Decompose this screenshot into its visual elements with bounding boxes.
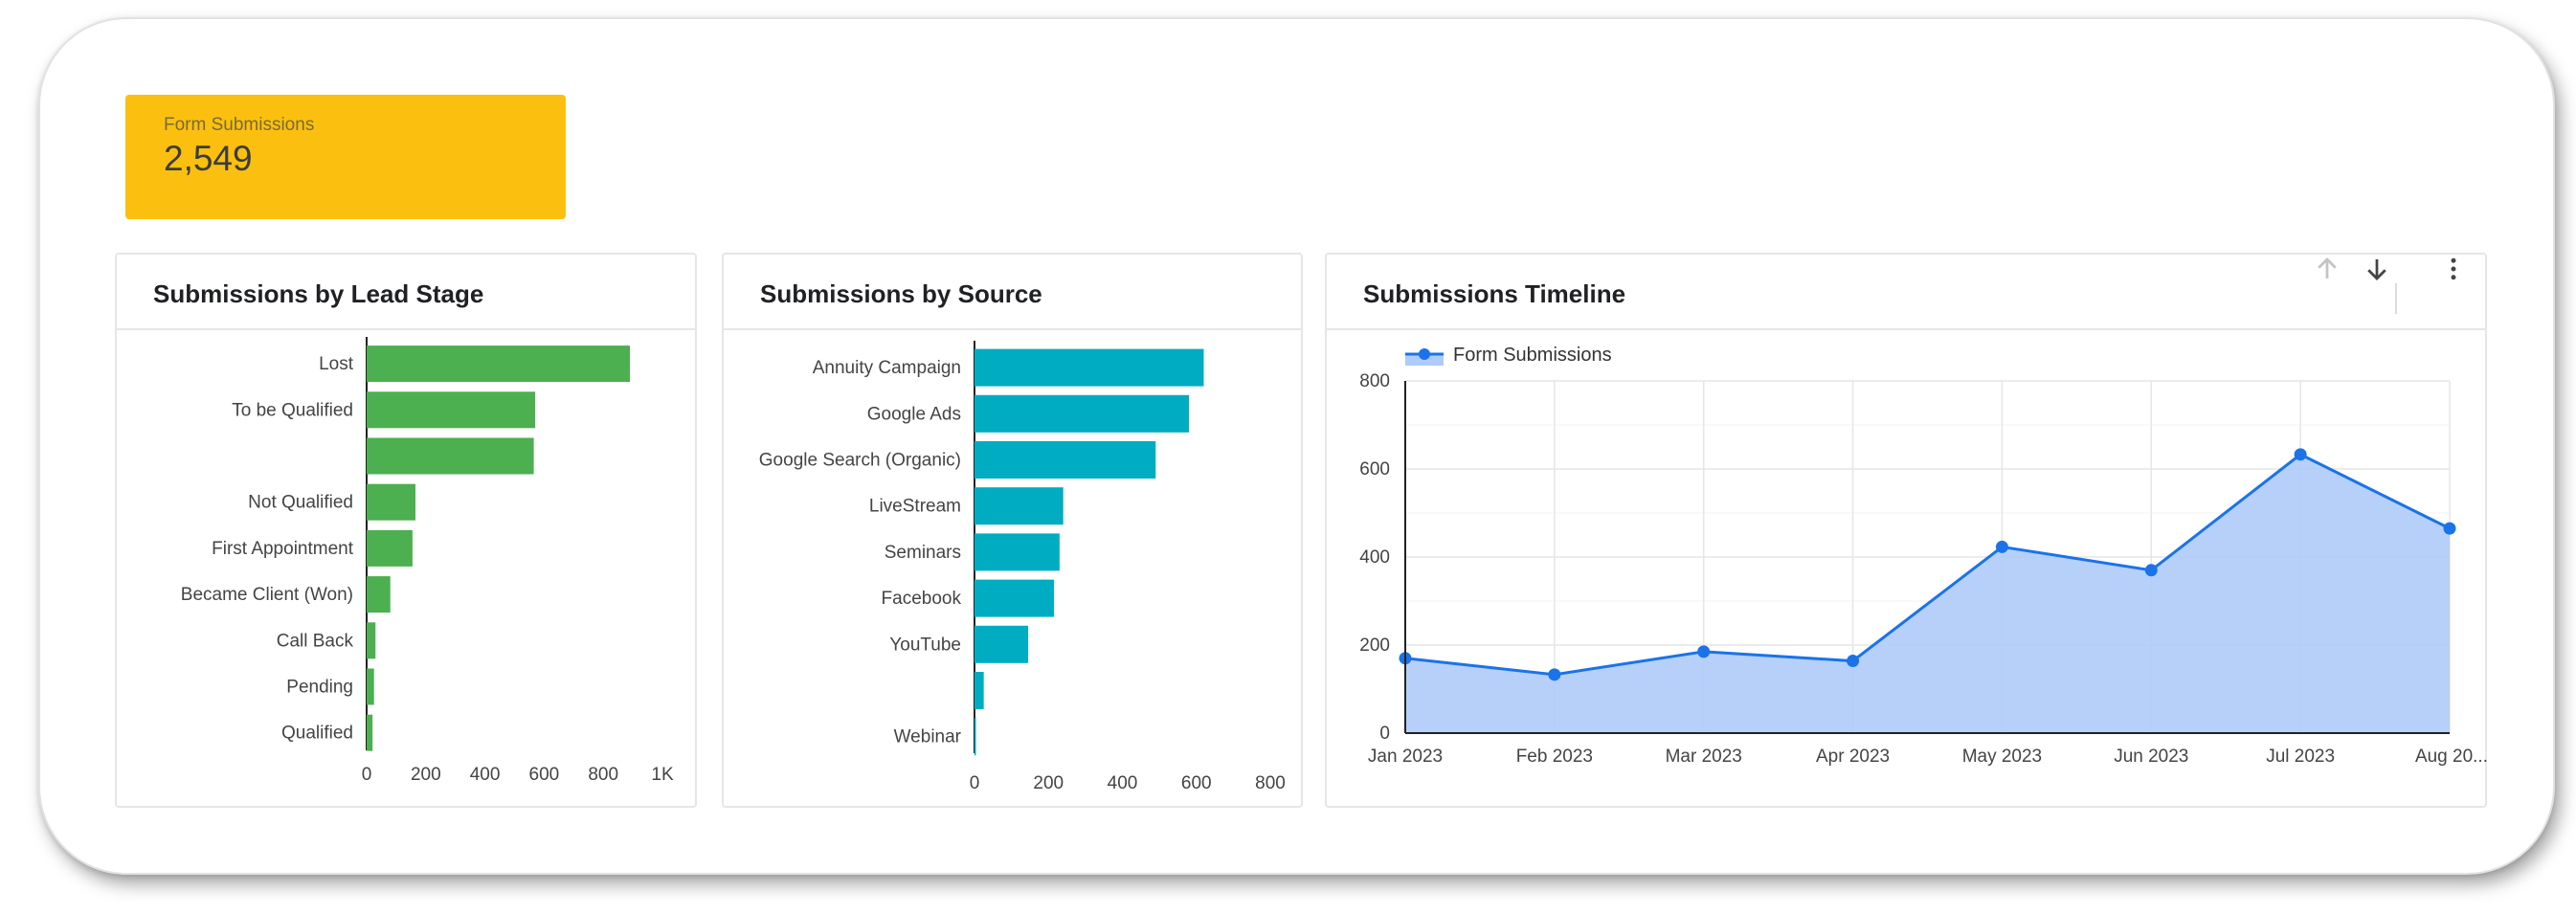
card-header: Submissions by Lead Stage [117,255,695,330]
lead-stage-bar-chart: Lost To be Qualified Not Qualified First Ap… [181,337,674,785]
data-point [1548,668,1561,681]
category-label: Pending [286,678,353,698]
x-tick-label: 400 [1108,773,1138,793]
category-label: Became Client (Won) [181,585,353,605]
x-tick-label: Jan 2023 [1368,747,1443,767]
legend-marker [1419,348,1430,360]
card-header: Submissions Timeline [1327,255,2485,330]
kpi-value: 2,549 [164,139,253,178]
x-tick-label: Aug 20... [2415,747,2488,767]
x-tick-label: Mar 2023 [1666,747,1742,767]
legend-label: Form Submissions [1453,345,1612,366]
x-tick-label: May 2023 [1962,747,2042,767]
x-tick-label: Feb 2023 [1516,747,1593,767]
category-label: First Appointment [212,539,354,559]
category-label: Facebook [882,589,962,609]
toolbar-divider [2395,283,2397,314]
bar [974,672,984,709]
y-tick-label: 800 [1359,371,1390,391]
x-tick-label: 0 [970,773,980,793]
card-title: Submissions by Lead Stage [153,279,484,308]
timeline-card[interactable]: Submissions Timeline 0 200 400 600 800 Jan 20… [1325,253,2488,808]
kpi-label: Form Submissions [164,115,315,135]
more-vert-icon[interactable] [2439,255,2468,283]
x-tick-label: Apr 2023 [1816,747,1890,767]
category-label: Call Back [277,631,354,651]
x-tick-label: 0 [362,765,372,785]
bar [367,576,391,613]
bar [974,487,1064,525]
category-label: Not Qualified [248,493,353,513]
x-tick-label: 200 [411,765,441,785]
bar [974,579,1055,617]
bar [974,718,976,756]
source-card[interactable]: Submissions by Source Annuity Campaign Go… [722,253,1303,808]
bar [367,346,631,383]
bar [367,529,413,567]
x-tick-label: 800 [1255,773,1286,793]
card-title: Submissions by Source [760,279,1042,308]
arrow-down-icon[interactable] [2363,255,2391,283]
category-label: YouTube [889,635,961,655]
bar [974,441,1156,479]
category-label: Lost [319,354,354,374]
bar [974,394,1190,433]
bar [367,437,534,475]
x-tick-label: 800 [588,765,618,785]
x-tick-label: Jun 2023 [2114,747,2188,767]
card-header: Submissions by Source [724,255,1301,330]
category-label: Webinar [894,727,962,747]
bar [974,625,1029,663]
bar [367,391,536,429]
data-point [1697,645,1711,658]
data-point [2144,564,2158,577]
category-label: LiveStream [869,497,961,517]
x-tick-label: 600 [529,765,560,785]
source-bar-chart: Annuity Campaign Google Ads Google Search … [759,341,1286,793]
series-line [1404,453,2451,677]
x-tick-label: 200 [1033,773,1064,793]
x-tick-label: Jul 2023 [2266,747,2335,767]
category-label: Google Search (Organic) [759,451,961,471]
y-tick-label: 600 [1359,459,1390,479]
kpi-scorecard[interactable]: Form Submissions 2,549 [125,95,566,219]
bar [974,348,1204,387]
data-point [2294,448,2307,461]
arrow-up-icon[interactable] [2313,255,2341,283]
area-fill [1405,454,2450,733]
category-label: Seminars [885,543,961,563]
bar [367,622,376,659]
category-label: To be Qualified [232,400,353,420]
lead-stage-card[interactable]: Submissions by Lead Stage Lost To be Qual… [115,253,697,808]
bar [367,714,373,751]
x-tick-label: 1K [651,765,674,785]
x-tick-label: 400 [470,765,501,785]
timeline-area-chart: 0 200 400 600 800 Jan 2023 Feb 2023 Mar 2023 Apr… [1359,345,2488,767]
bar [367,483,415,521]
category-label: Qualified [281,724,353,744]
category-label: Google Ads [867,404,961,424]
x-tick-label: 600 [1181,773,1212,793]
y-tick-label: 200 [1359,635,1390,656]
y-tick-label: 0 [1379,724,1390,744]
bar [974,533,1060,571]
data-point [2443,522,2456,535]
y-tick-label: 400 [1359,547,1390,568]
category-label: Annuity Campaign [813,358,961,378]
card-title: Submissions Timeline [1363,279,1626,308]
data-point [1995,540,2008,553]
data-point [1847,655,1860,668]
bar [367,668,374,705]
